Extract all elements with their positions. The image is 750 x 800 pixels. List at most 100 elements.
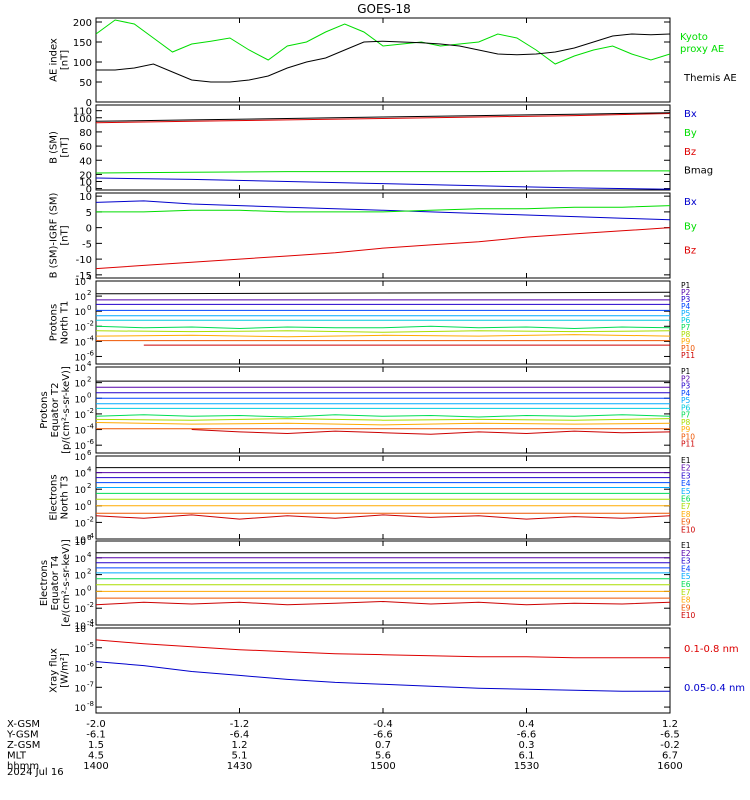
x-tick-label: 0.4 bbox=[519, 719, 535, 730]
y-tick-label: 0 bbox=[86, 185, 92, 196]
chart-title: GOES-18 bbox=[357, 2, 411, 16]
y-tick-label: 80 bbox=[79, 128, 92, 139]
legend-entry: E5 bbox=[681, 487, 691, 496]
legend-entry: proxy AE bbox=[680, 44, 724, 55]
legend-entry: P11 bbox=[681, 440, 695, 449]
y-axis-label: North T3 bbox=[60, 476, 71, 520]
x-tick-label: 1.2 bbox=[662, 719, 678, 730]
x-tick-label: 1.2 bbox=[232, 740, 248, 751]
x-tick-label: -0.4 bbox=[373, 719, 393, 730]
y-tick-exponent: 4 bbox=[87, 274, 92, 282]
panel-frame bbox=[95, 366, 671, 454]
legend-entry: P8 bbox=[681, 330, 691, 339]
y-tick-label: 10 bbox=[75, 470, 87, 480]
legend-entry: P2 bbox=[681, 288, 691, 297]
x-axis-table: X-GSM -2.0 -1.2 -0.4 0.4 1.2 Y-GSM -6.1 -6.4 -6.6… bbox=[6, 719, 683, 772]
series-line-P7 bbox=[96, 414, 670, 418]
x-axis-row-label: MLT bbox=[7, 751, 27, 762]
series-line-Bx bbox=[96, 200, 670, 221]
legend-entry: Kyoto bbox=[680, 32, 708, 43]
series-line-0.1-0.8 nm bbox=[96, 639, 670, 659]
y-axis-label: North T1 bbox=[60, 301, 71, 345]
y-tick-label: -10 bbox=[76, 255, 92, 266]
y-tick-label: 10 bbox=[75, 538, 87, 548]
y-axis-label: [p/(cm²-s-sr-keV)] bbox=[61, 366, 72, 454]
y-tick-exponent: 0 bbox=[87, 391, 91, 399]
y-tick-exponent: -4 bbox=[87, 618, 95, 626]
legend-entry: P3 bbox=[681, 382, 691, 391]
y-axis-label: [nT] bbox=[60, 50, 71, 70]
series-line-P7 bbox=[96, 325, 670, 330]
legend-entry: P7 bbox=[681, 323, 691, 332]
series-line-Bz bbox=[96, 227, 670, 270]
y-tick-exponent: -2 bbox=[87, 515, 94, 523]
series-line-E10 bbox=[96, 600, 670, 606]
y-tick-exponent: -4 bbox=[87, 621, 95, 629]
legend-entry: E2 bbox=[681, 549, 691, 558]
x-tick-label: 5.6 bbox=[375, 751, 391, 762]
y-tick-label: 10 bbox=[75, 486, 87, 496]
legend-entry: E4 bbox=[681, 564, 691, 573]
legend-entry: E5 bbox=[681, 572, 691, 581]
legend-entry: E9 bbox=[681, 518, 691, 527]
legend-entry: Themis AE bbox=[683, 73, 737, 84]
y-tick-label: 10 bbox=[75, 519, 87, 529]
y-tick-label: 10 bbox=[75, 442, 87, 452]
series-line-Kyoto proxy AE bbox=[96, 19, 670, 65]
y-tick-label: 10 bbox=[75, 308, 87, 318]
y-tick-label: 100 bbox=[73, 58, 92, 69]
legend-entry: Bz bbox=[684, 147, 696, 158]
date-label: 2024 Jul 16 bbox=[7, 767, 64, 778]
y-tick-label: 5 bbox=[86, 208, 92, 219]
panel-frame bbox=[95, 192, 671, 279]
y-tick-exponent: -6 bbox=[87, 349, 95, 357]
legend-entry: E9 bbox=[681, 603, 691, 612]
y-tick-exponent: 2 bbox=[87, 289, 91, 297]
series-line-Themis AE bbox=[96, 33, 670, 83]
legend-entry: E10 bbox=[681, 611, 696, 620]
x-tick-label: 0.3 bbox=[519, 740, 535, 751]
y-tick-exponent: 2 bbox=[87, 376, 91, 384]
legend-entry: P5 bbox=[681, 396, 691, 405]
series-line-0.05-0.4 nm bbox=[96, 661, 670, 692]
series-line-P8 bbox=[96, 418, 670, 421]
y-tick-label: 10 bbox=[75, 380, 87, 390]
y-axis-label: [W/m²] bbox=[60, 653, 71, 688]
y-axis-label: AE index bbox=[49, 38, 60, 82]
panel-frame bbox=[95, 104, 671, 191]
y-tick-label: 10 bbox=[75, 622, 87, 632]
y-tick-label: 10 bbox=[75, 395, 87, 405]
legend-entry: By bbox=[684, 128, 697, 139]
legend-entry: E4 bbox=[681, 479, 691, 488]
x-tick-label: 1600 bbox=[657, 761, 682, 772]
legend-entry: P5 bbox=[681, 309, 691, 318]
y-tick-label: 10 bbox=[79, 192, 92, 203]
legend-entry: E8 bbox=[681, 596, 691, 605]
legend-entry: P10 bbox=[681, 432, 695, 441]
series-line-P9 bbox=[96, 334, 670, 338]
y-tick-exponent: -6 bbox=[87, 438, 95, 446]
y-tick-exponent: 4 bbox=[87, 551, 92, 559]
panel-bigrf: -15 -10 -5 0 5 10 B (SM)-IGRF (SM) [nT] Bx By Bz bbox=[49, 192, 697, 282]
y-tick-exponent: 4 bbox=[87, 466, 92, 474]
x-tick-label: 1530 bbox=[514, 761, 539, 772]
series-line-Bz bbox=[96, 113, 670, 124]
y-tick-label: 10 bbox=[75, 427, 87, 437]
y-tick-label: 10 bbox=[75, 278, 87, 288]
y-tick-exponent: 2 bbox=[87, 568, 91, 576]
y-axis-label: Electrons bbox=[39, 560, 50, 606]
legend-entry: 0.1-0.8 nm bbox=[684, 644, 739, 655]
legend-entry: By bbox=[684, 221, 697, 232]
series-line-P8 bbox=[96, 330, 670, 333]
y-tick-label: 0 bbox=[86, 98, 92, 109]
legend-entry: E6 bbox=[681, 495, 691, 504]
x-tick-label: 6.1 bbox=[519, 751, 535, 762]
x-tick-label: -6.6 bbox=[373, 730, 393, 741]
y-tick-label: 10 bbox=[75, 625, 87, 635]
x-tick-label: -2.0 bbox=[86, 719, 106, 730]
y-axis-label: Protons bbox=[39, 391, 50, 428]
y-tick-label: 10 bbox=[75, 323, 87, 333]
